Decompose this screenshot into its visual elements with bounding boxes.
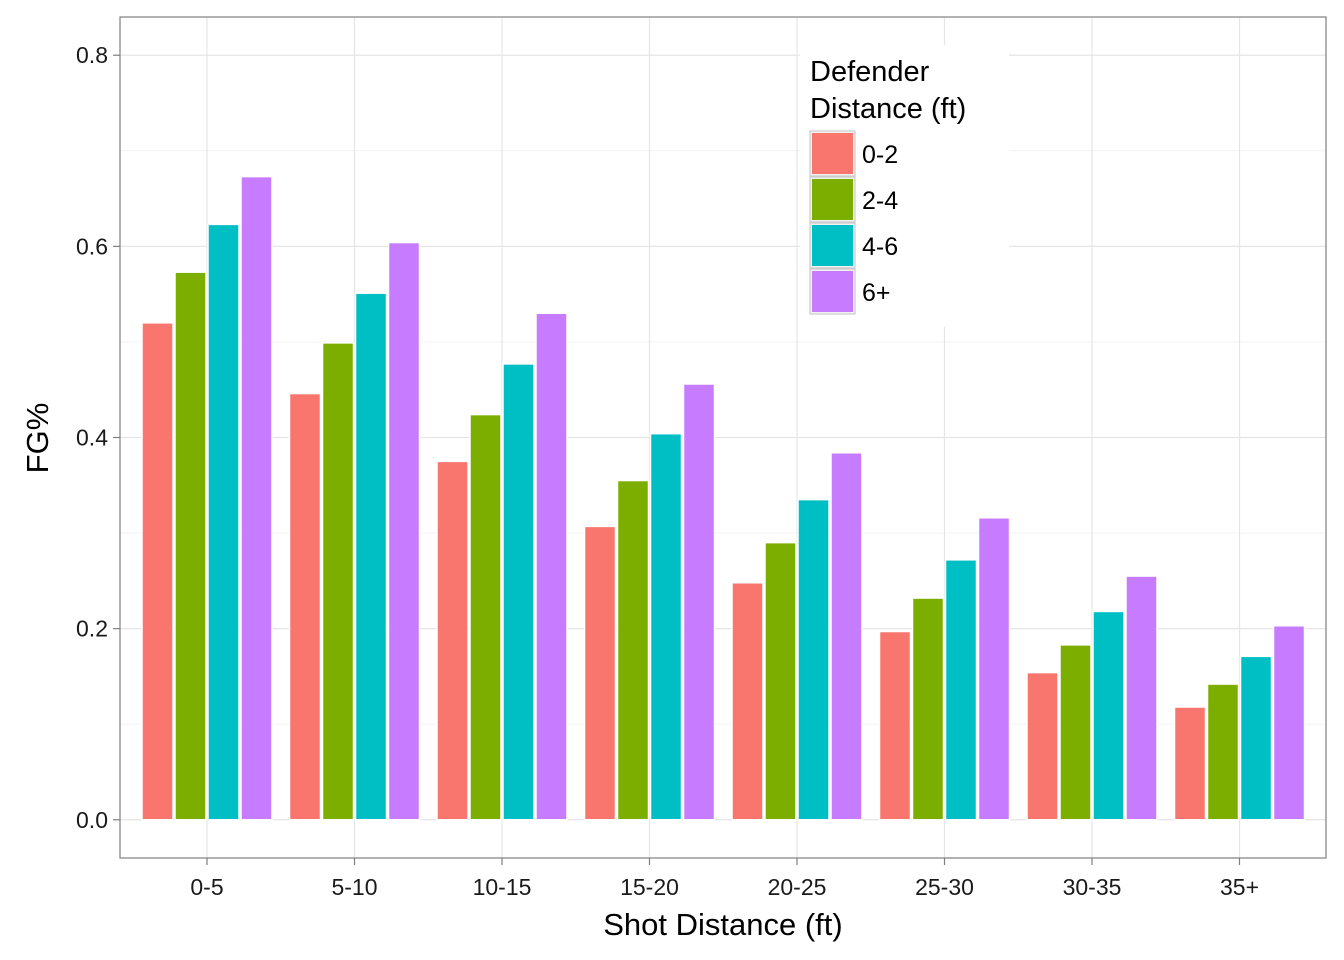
legend: Defender Distance (ft) 0-2 2-4 4-6 6+ — [800, 45, 1009, 327]
bar-2-4-0-5 — [174, 271, 207, 821]
x-tick-label: 25-30 — [915, 874, 974, 900]
bar-0-2-35+ — [1173, 706, 1207, 821]
legend-label-0-2: 0-2 — [862, 141, 898, 169]
x-tick-label: 35+ — [1220, 874, 1259, 900]
bar-6+-0-5 — [240, 175, 273, 821]
bar-4-6-5-10 — [354, 292, 388, 821]
bar-0-2-30-35 — [1026, 671, 1059, 821]
bar-2-4-30-35 — [1059, 644, 1092, 821]
bar-4-6-25-30 — [944, 559, 978, 821]
y-tick-label: 0.0 — [76, 807, 108, 833]
bar-2-4-5-10 — [321, 342, 355, 821]
y-tick-label: 0.4 — [76, 425, 108, 451]
legend-swatch-4-6 — [812, 225, 853, 266]
bar-4-6-30-35 — [1092, 610, 1125, 821]
bar-0-2-10-15 — [436, 460, 469, 821]
bar-6+-5-10 — [387, 241, 421, 821]
legend-label-6+: 6+ — [862, 279, 891, 307]
x-axis-title: Shot Distance (ft) — [603, 907, 842, 942]
bar-6+-20-25 — [830, 452, 863, 821]
bar-0-2-20-25 — [731, 582, 764, 821]
bar-2-4-25-30 — [911, 597, 945, 821]
bar-6+-25-30 — [977, 517, 1011, 821]
legend-title-line: Distance (ft) — [810, 93, 966, 125]
y-axis-title: FG% — [20, 403, 55, 474]
legend-swatch-0-2 — [812, 133, 853, 174]
y-tick-label: 0.8 — [76, 42, 108, 68]
bar-6+-35+ — [1272, 625, 1306, 821]
bar-6+-10-15 — [535, 312, 568, 821]
bar-4-6-15-20 — [649, 432, 683, 821]
legend-title-line: Defender — [810, 56, 930, 88]
legend-swatch-2-4 — [812, 179, 853, 220]
bar-4-6-10-15 — [502, 363, 535, 821]
x-axis: 0-5 5-10 10-15 15-20 20-25 25-30 30-35 35+ — [190, 858, 1259, 900]
grid-lines — [120, 17, 1326, 858]
y-axis: 0.0 0.2 0.4 0.6 0.8 — [76, 42, 120, 833]
bar-2-4-35+ — [1206, 683, 1240, 821]
bar-4-6-0-5 — [207, 223, 240, 821]
bar-0-2-0-5 — [141, 322, 174, 821]
x-tick-label: 0-5 — [190, 874, 223, 900]
y-tick-label: 0.2 — [76, 616, 108, 642]
bar-0-2-5-10 — [288, 392, 322, 821]
x-tick-label: 15-20 — [620, 874, 679, 900]
bar-0-2-25-30 — [878, 630, 912, 821]
x-tick-label: 30-35 — [1063, 874, 1122, 900]
x-tick-label: 20-25 — [768, 874, 827, 900]
legend-swatch-6+ — [812, 271, 853, 312]
bar-4-6-20-25 — [797, 498, 830, 821]
bar-6+-15-20 — [682, 383, 716, 821]
legend-label-2-4: 2-4 — [862, 187, 898, 215]
legend-label-4-6: 4-6 — [862, 233, 898, 261]
bar-2-4-15-20 — [616, 479, 650, 821]
bar-2-4-20-25 — [764, 541, 797, 821]
x-tick-label: 10-15 — [473, 874, 532, 900]
bar-6+-30-35 — [1125, 575, 1158, 821]
bar-0-2-15-20 — [583, 525, 617, 821]
bar-4-6-35+ — [1239, 655, 1273, 821]
y-tick-label: 0.6 — [76, 233, 108, 259]
x-tick-label: 5-10 — [331, 874, 377, 900]
bars — [141, 175, 1306, 821]
bar-2-4-10-15 — [469, 413, 502, 821]
